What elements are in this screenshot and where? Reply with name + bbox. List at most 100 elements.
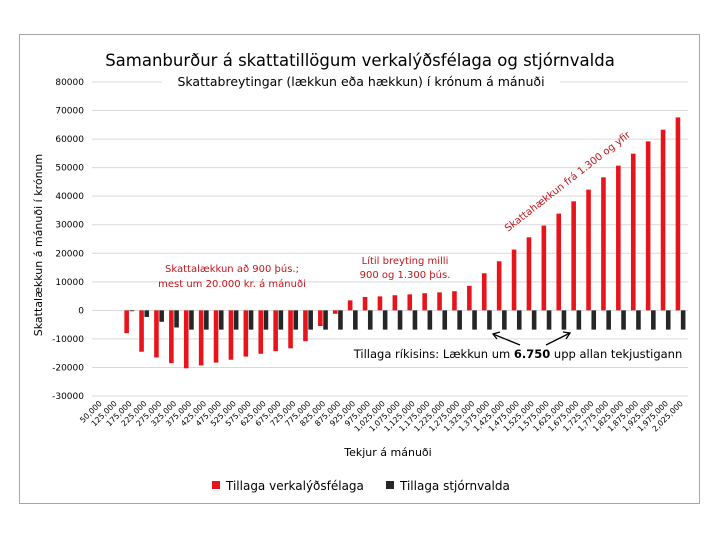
y-tick-label: 30000 (55, 221, 84, 231)
bar-government (263, 310, 269, 330)
legend-label-unions: Tillaga verkalýðsfélaga (225, 479, 364, 493)
y-tick-label: 80000 (55, 78, 84, 88)
bar-government (293, 310, 299, 330)
bar-unions (660, 129, 666, 311)
annotation-small-change-line1: Lítil breyting milli (362, 255, 449, 267)
bar-unions (183, 310, 189, 369)
legend-swatch-government (386, 481, 394, 489)
bar-government (665, 310, 671, 330)
bar-government (606, 310, 611, 330)
bar-unions (630, 153, 636, 311)
annotation-small-change-line2: 900 og 1.300 þús. (360, 269, 451, 281)
annotation-decrease-line1: Skattalækkun að 900 þús.; (165, 263, 299, 275)
bar-government (233, 310, 239, 330)
arrow-right-head (562, 331, 572, 340)
bar-government (353, 310, 358, 330)
bar-government (204, 310, 209, 330)
gov-annotation-background (355, 344, 685, 362)
bar-unions (243, 310, 249, 357)
bar-government (248, 310, 254, 330)
bar-unions (288, 310, 293, 349)
bar-government (621, 310, 626, 330)
bar-unions (124, 310, 129, 334)
x-axis-label: Tekjur á mánuði (343, 446, 431, 459)
bar-unions (675, 117, 681, 311)
arrow-right (545, 332, 571, 346)
bar-government (367, 310, 373, 330)
bar-unions (467, 285, 472, 311)
chart-title: Samanburður á skattatillögum verkalýðsfé… (105, 51, 615, 70)
y-tick-label: 70000 (55, 107, 84, 117)
y-tick-label: 40000 (55, 192, 84, 202)
arrow-left-head (491, 331, 501, 340)
bar-unions (228, 310, 234, 360)
bar-government (516, 310, 522, 330)
bar-government (487, 310, 492, 330)
bar-unions (481, 273, 487, 311)
bar-unions (377, 296, 383, 311)
bar-government (144, 310, 150, 317)
chart-subtitle: Skattabreytingar (lækkun eða hækkun) í k… (177, 74, 544, 89)
gov-annotation-suffix: upp allan tekjustigann (550, 347, 682, 361)
y-tick-label: 20000 (55, 249, 84, 259)
bar-government (472, 310, 477, 330)
gov-annotation-prefix: Tillaga ríkisins: Lækkun um (353, 347, 514, 361)
y-axis-label: Skattalækkun á mánuði í krónum (32, 154, 45, 336)
bar-government (546, 310, 552, 330)
y-tick-labels: 80000 70000 60000 50000 40000 30000 20000 10000… (52, 78, 84, 402)
bar-government (308, 310, 313, 330)
gov-annotation-value: 6.750 (514, 347, 550, 361)
bar-unions (616, 165, 621, 311)
bar-government (218, 310, 224, 330)
bar-unions (541, 225, 547, 311)
bar-unions (169, 310, 174, 364)
legend: Tillaga verkalýðsfélaga Tillaga stjórnva… (212, 479, 510, 493)
bar-government (636, 310, 641, 330)
bar-government (561, 310, 567, 330)
bar-unions (526, 237, 532, 311)
bars (124, 117, 686, 369)
bar-government (189, 310, 194, 330)
bar-unions (452, 291, 457, 311)
bar-government (502, 310, 507, 330)
y-tick-label: 60000 (55, 135, 84, 145)
bar-government (129, 310, 135, 312)
bar-unions (198, 310, 204, 366)
bar-government (442, 310, 448, 330)
annotation-decrease-line2: mest um 20.000 kr. á mánuði (158, 278, 306, 290)
y-tick-label: -10000 (52, 335, 84, 345)
bar-unions (318, 310, 323, 327)
bar-government (427, 310, 433, 330)
arrow-left (492, 333, 521, 346)
bar-government (338, 310, 343, 330)
bar-unions (347, 300, 353, 311)
bar-unions (154, 310, 159, 358)
bar-government (278, 310, 284, 330)
bar-government (591, 310, 597, 330)
legend-label-government: Tillaga stjórnvalda (399, 479, 510, 493)
y-tick-label: -30000 (52, 392, 84, 402)
bar-unions (496, 261, 502, 311)
y-tick-label: 10000 (55, 278, 84, 288)
bar-unions (437, 292, 442, 311)
bar-government (382, 310, 388, 330)
annotation-arrows (491, 331, 572, 346)
bar-unions (511, 249, 517, 311)
bar-unions (556, 213, 562, 311)
annotation-government: Tillaga ríkisins: Lækkun um 6.750 upp al… (353, 347, 683, 361)
bar-unions (213, 310, 219, 363)
bar-government (680, 310, 686, 330)
bar-government (457, 310, 462, 330)
bar-unions (273, 310, 278, 352)
bar-government (159, 310, 164, 322)
legend-swatch-unions (212, 481, 220, 489)
bar-unions (303, 310, 308, 342)
bar-government (531, 310, 537, 330)
subtitle-background (162, 72, 560, 90)
bar-unions (362, 296, 368, 311)
bar-unions (392, 295, 398, 311)
bar-unions (258, 310, 264, 354)
bar-unions (601, 177, 606, 311)
chart-frame (19, 34, 700, 504)
